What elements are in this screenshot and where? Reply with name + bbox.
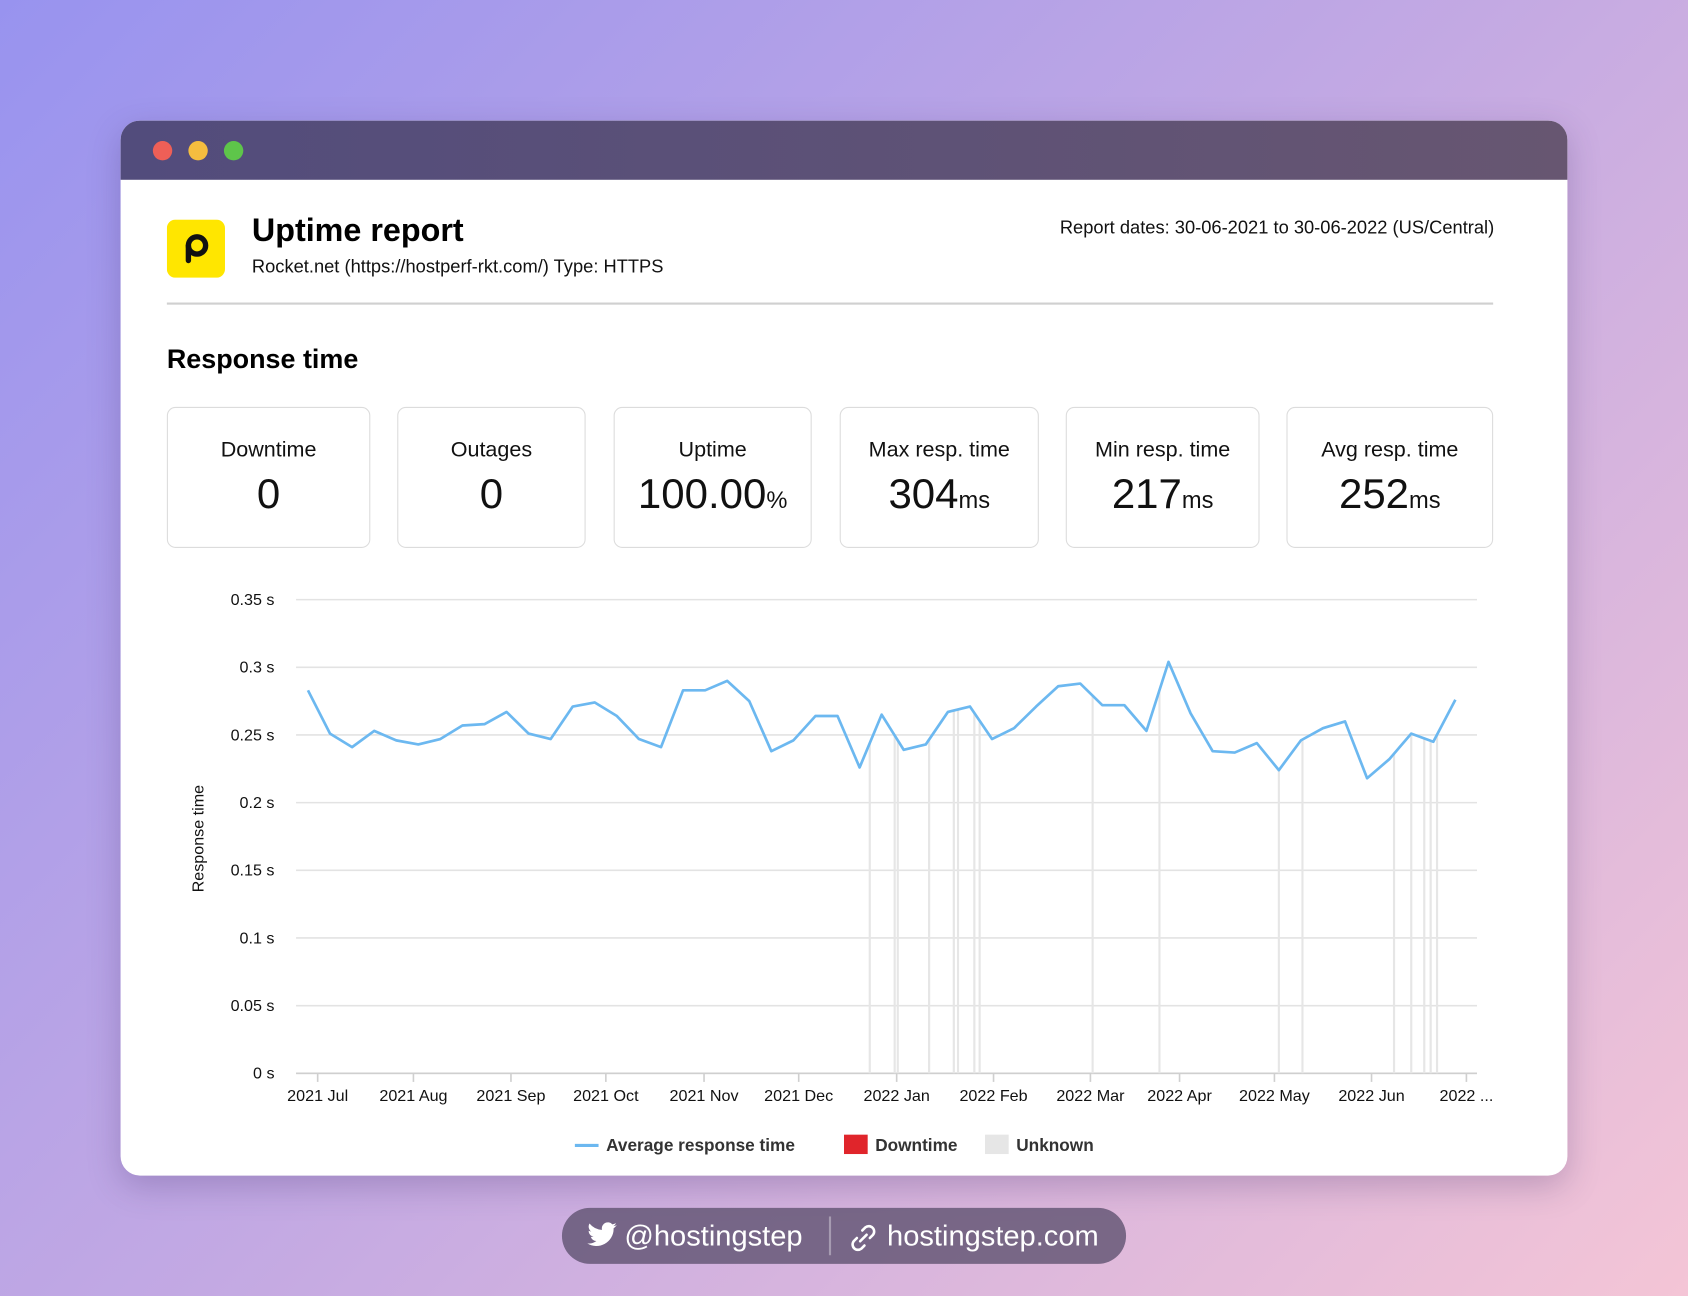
close-button[interactable] bbox=[152, 141, 173, 161]
stat-value-row: 100.00% bbox=[615, 472, 811, 519]
report-dates: Report dates: 30-06-2021 to 30-06-2022 (… bbox=[1059, 217, 1495, 238]
stat-unit: ms bbox=[1409, 486, 1441, 514]
x-tick-label: 2021 Aug bbox=[379, 1087, 447, 1105]
y-tick-label: 0.1 s bbox=[240, 929, 275, 947]
website: hostingstep.com bbox=[887, 1219, 1099, 1253]
x-tick-label: 2022 Jun bbox=[1338, 1087, 1404, 1105]
stat-value: 100.00 bbox=[637, 471, 767, 518]
stat-label: Avg resp. time bbox=[1321, 438, 1459, 462]
y-tick-label: 0.05 s bbox=[231, 997, 275, 1015]
response-line bbox=[306, 660, 1457, 780]
legend-label: Average response time bbox=[606, 1135, 795, 1155]
x-tick-label: 2022 Jan bbox=[863, 1087, 929, 1105]
stat-value-row: 304ms bbox=[841, 472, 1038, 519]
stat-unit: ms bbox=[958, 486, 991, 514]
footer-pill: @hostingstep hostingstep.com bbox=[561, 1207, 1127, 1264]
stat-value: 217 bbox=[1111, 471, 1182, 518]
y-tick-label: 0.3 s bbox=[240, 659, 275, 677]
stat-value: 0 bbox=[479, 471, 504, 518]
stat-unit: % bbox=[766, 486, 788, 514]
stat-label: Max resp. time bbox=[868, 438, 1010, 462]
stat-card: Downtime 0 bbox=[166, 406, 371, 548]
stat-value-row: 0 bbox=[168, 472, 369, 519]
stat-card: Min resp. time 217ms bbox=[1065, 406, 1260, 548]
zoom-button[interactable] bbox=[223, 141, 244, 161]
chart: Response time 0 s 0.05 s 0.1 s 0.15 s 0.2 s 0… bbox=[189, 591, 1494, 1155]
y-tick-label: 0.35 s bbox=[231, 591, 275, 609]
report-subtitle: Rocket.net (https://hostperf-rkt.com/) T… bbox=[251, 256, 664, 277]
twitter-icon bbox=[587, 1222, 617, 1247]
stat-card: Max resp. time 304ms bbox=[839, 406, 1039, 548]
stat-value-row: 252ms bbox=[1288, 472, 1493, 519]
stat-value: 304 bbox=[888, 471, 959, 518]
legend-swatch bbox=[843, 1134, 868, 1155]
stat-value-row: 0 bbox=[398, 472, 584, 519]
logo bbox=[166, 219, 225, 278]
report-title: Uptime report bbox=[251, 213, 464, 249]
minimize-button[interactable] bbox=[188, 141, 208, 161]
stat-value: 0 bbox=[256, 471, 281, 518]
y-axis-label: Response time bbox=[189, 785, 207, 893]
legend-swatch bbox=[985, 1134, 1009, 1155]
x-tick-label: 2022 May bbox=[1239, 1087, 1311, 1105]
y-tick-label: 0 s bbox=[253, 1065, 275, 1083]
legend-label: Unknown bbox=[1016, 1135, 1093, 1155]
divider bbox=[166, 302, 1494, 305]
stat-label: Uptime bbox=[678, 438, 747, 462]
link-icon bbox=[851, 1224, 876, 1252]
x-tick-label: 2021 Nov bbox=[670, 1087, 739, 1105]
x-tick-label: 2021 Dec bbox=[764, 1087, 833, 1105]
x-tick-label: 2021 Sep bbox=[476, 1087, 545, 1105]
x-tick-label: 2022 ... bbox=[1440, 1087, 1494, 1105]
x-tick-label: 2022 Apr bbox=[1147, 1087, 1212, 1105]
legend-label: Downtime bbox=[875, 1135, 957, 1155]
stat-value-row: 217ms bbox=[1067, 472, 1259, 519]
y-tick-label: 0.25 s bbox=[231, 726, 275, 744]
separator bbox=[828, 1216, 832, 1256]
stat-unit: ms bbox=[1181, 486, 1214, 514]
x-tick-label: 2022 Feb bbox=[959, 1087, 1027, 1105]
x-tick-label: 2022 Mar bbox=[1056, 1087, 1125, 1105]
stat-card: Outages 0 bbox=[397, 406, 586, 548]
stat-label: Min resp. time bbox=[1095, 438, 1231, 462]
stat-value: 252 bbox=[1338, 471, 1410, 518]
stat-card: Uptime 100.00% bbox=[613, 406, 812, 548]
x-tick-label: 2021 Oct bbox=[573, 1087, 639, 1105]
stat-card: Avg resp. time 252ms bbox=[1286, 406, 1494, 548]
y-tick-label: 0.2 s bbox=[240, 794, 275, 812]
y-tick-label: 0.15 s bbox=[231, 862, 275, 880]
section-title: Response time bbox=[166, 344, 359, 375]
window: Uptime report Rocket.net (https://hostpe… bbox=[120, 120, 1568, 1176]
stat-label: Outages bbox=[450, 438, 533, 462]
stat-label: Downtime bbox=[220, 438, 317, 462]
title-bar bbox=[120, 120, 1568, 180]
x-tick-label: 2021 Jul bbox=[287, 1087, 348, 1105]
twitter-handle: @hostingstep bbox=[624, 1219, 803, 1253]
